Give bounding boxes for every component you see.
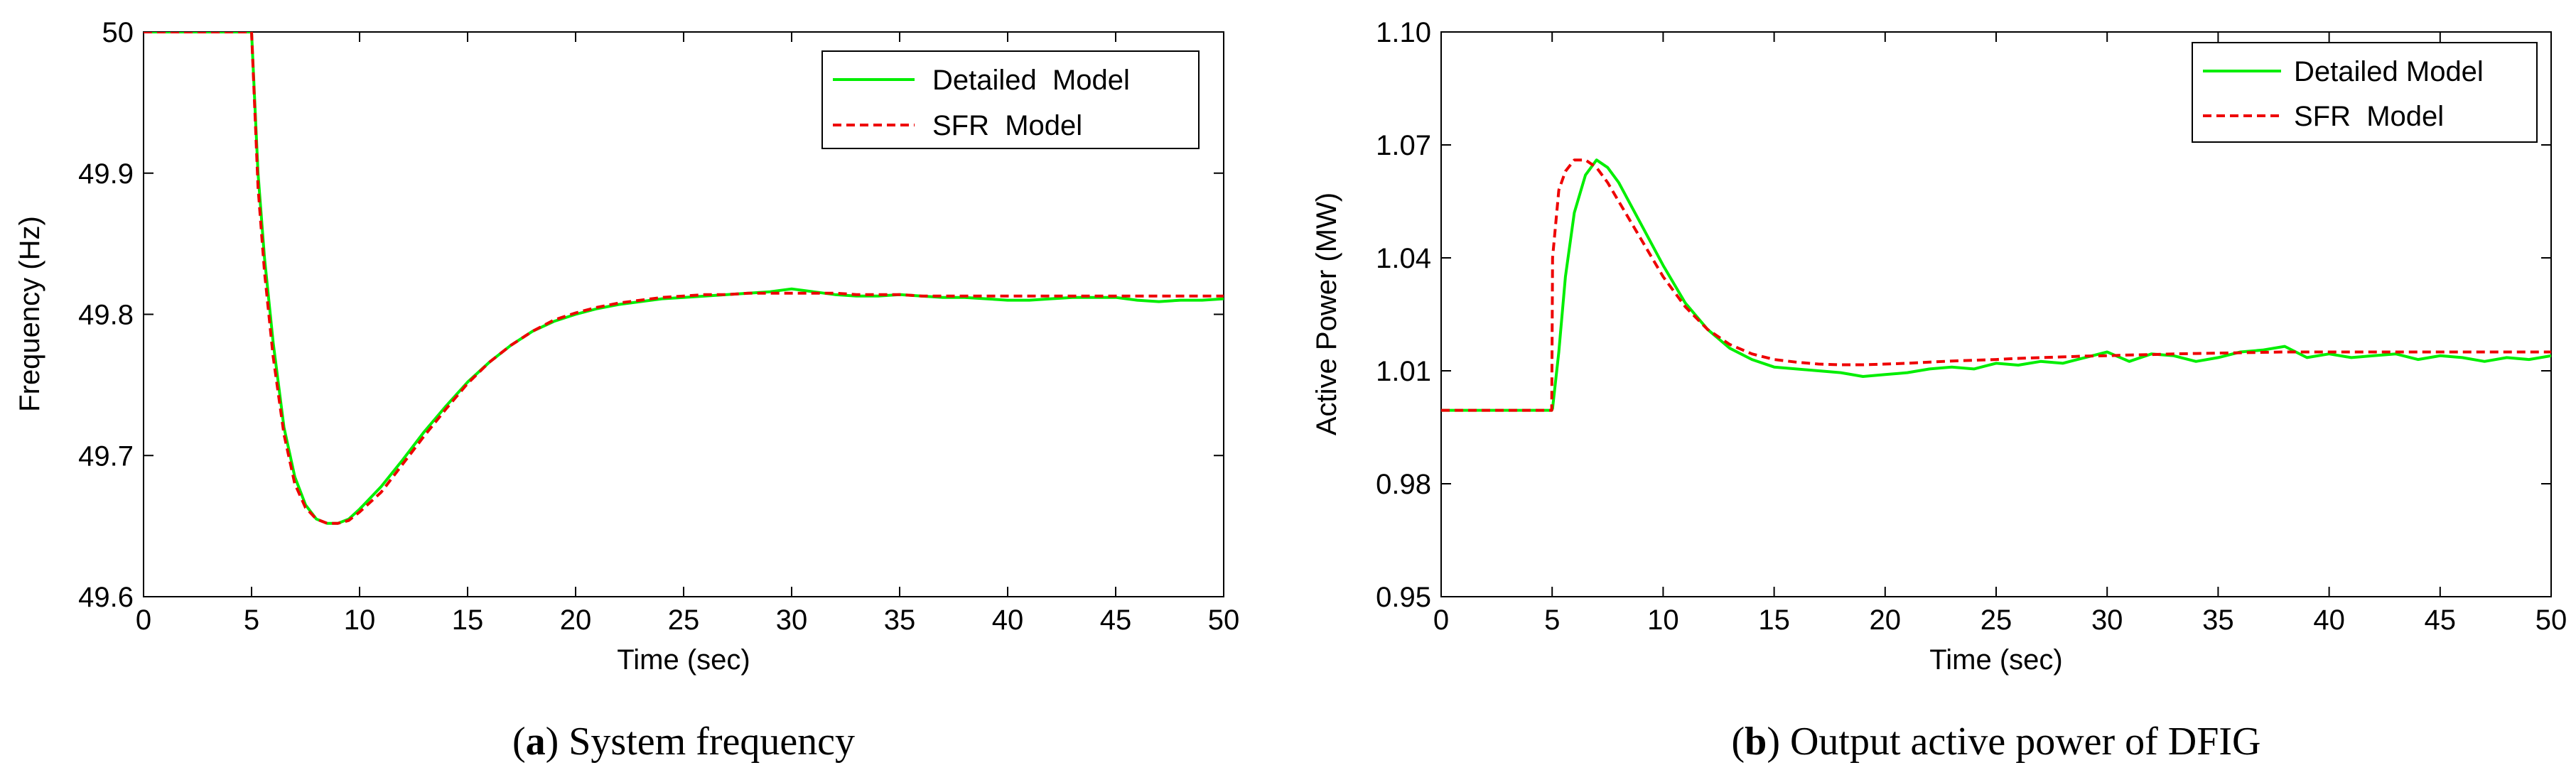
y-tick-label: 49.9 xyxy=(78,158,134,190)
y-tick-label: 1.01 xyxy=(1376,356,1431,387)
series-line-sfr-model xyxy=(144,32,1224,525)
y-axis-label: Active Power (MW) xyxy=(1311,193,1342,435)
x-tick-label: 25 xyxy=(668,605,700,636)
y-tick-label: 50 xyxy=(102,17,134,48)
x-tick-label: 20 xyxy=(1870,605,1902,636)
y-tick-label: 0.98 xyxy=(1376,469,1431,500)
x-tick-label: 50 xyxy=(1208,605,1240,636)
x-tick-label: 5 xyxy=(244,605,259,636)
series-layer xyxy=(1441,158,2551,412)
caption-text: System frequency xyxy=(568,720,855,764)
y-tick-label: 1.04 xyxy=(1376,243,1431,274)
x-ticks: 0 5 10 15 20 25 30 35 40 45 50 xyxy=(1433,32,2567,636)
caption: (a) System frequency xyxy=(512,720,855,764)
x-tick-label: 15 xyxy=(452,605,484,636)
x-tick-label: 0 xyxy=(1433,605,1449,636)
legend-box xyxy=(821,50,1200,149)
svg-text:(a) System frequency: (a) System frequency xyxy=(512,720,855,764)
x-tick-label: 35 xyxy=(884,605,916,636)
y-tick-label: 0.95 xyxy=(1376,582,1431,613)
y-tick-label: 49.6 xyxy=(78,582,134,613)
x-tick-label: 40 xyxy=(2313,605,2345,636)
legend-label-detailed: Detailed Model xyxy=(2294,56,2484,87)
x-tick-label: 30 xyxy=(2091,605,2123,636)
x-tick-label: 20 xyxy=(560,605,592,636)
caption-text: Output active power of DFIG xyxy=(1790,720,2261,764)
series-layer xyxy=(144,32,1224,525)
svg-text:(b) Output active power of DFI: (b) Output active power of DFIG xyxy=(1732,720,2261,764)
y-tick-label: 1.07 xyxy=(1376,130,1431,161)
x-tick-label: 0 xyxy=(136,605,151,636)
legend: Detailed Model SFR Model xyxy=(821,50,1200,149)
x-axis-label: Time (sec) xyxy=(1929,644,2062,676)
x-tick-label: 30 xyxy=(776,605,808,636)
y-tick-label: 1.10 xyxy=(1376,17,1431,48)
panel-a-frequency: 49.649.749.849.950 0 5 10 15 20 25 30 35 40 45 50 … xyxy=(14,17,1239,764)
x-tick-label: 45 xyxy=(2425,605,2457,636)
series-line-sfr-model xyxy=(1441,158,2551,412)
x-tick-label: 45 xyxy=(1100,605,1132,636)
x-tick-label: 10 xyxy=(344,605,376,636)
y-tick-label: 49.7 xyxy=(78,440,134,472)
x-tick-label: 40 xyxy=(992,605,1024,636)
legend-label-sfr: SFR Model xyxy=(2294,101,2444,132)
x-axis-label: Time (sec) xyxy=(617,644,750,676)
x-tick-label: 25 xyxy=(1980,605,2012,636)
y-ticks: 0.95 0.98 1.01 1.04 1.07 1.10 xyxy=(1376,17,2551,613)
series-line-detailed-model xyxy=(1441,158,2551,412)
x-ticks: 0 5 10 15 20 25 30 35 40 45 50 xyxy=(136,32,1239,636)
legend-box xyxy=(2192,42,2538,143)
x-tick-label: 10 xyxy=(1647,605,1679,636)
x-tick-label: 15 xyxy=(1758,605,1790,636)
legend-label-detailed: Detailed Model xyxy=(932,65,1130,96)
caption: (b) Output active power of DFIG xyxy=(1732,720,2261,764)
x-tick-label: 35 xyxy=(2202,605,2234,636)
y-axis-label: Frequency (Hz) xyxy=(14,216,45,412)
legend: Detailed Model SFR Model xyxy=(2192,42,2538,143)
x-tick-label: 50 xyxy=(2535,605,2567,636)
y-tick-label: 49.8 xyxy=(78,300,134,331)
caption-panel-letter: b xyxy=(1745,720,1767,764)
legend-label-sfr: SFR Model xyxy=(932,110,1082,141)
y-ticks: 49.6 49.7 49.8 49.9 50 xyxy=(78,17,1224,613)
x-tick-label: 5 xyxy=(1544,605,1560,636)
caption-panel-letter: a xyxy=(526,720,546,764)
panel-b-active-power: 0.95 0.98 1.01 1.04 1.07 1.10 0 5 10 15 20 25 30 35 4… xyxy=(1311,17,2567,764)
